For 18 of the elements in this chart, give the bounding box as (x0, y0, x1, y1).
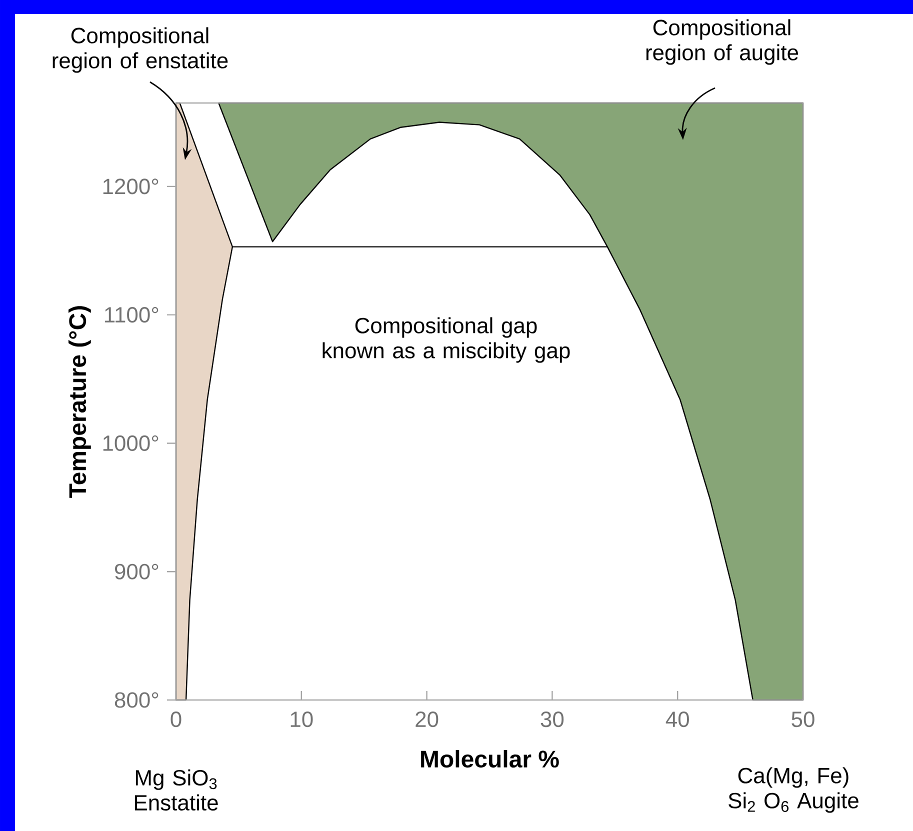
x-tick-label: 50 (792, 712, 814, 728)
x-tick-label: 10 (290, 712, 313, 728)
y-tick-label: 900° (115, 564, 158, 580)
text: Compositional region of enstatite (52, 27, 228, 73)
x-tick-label: 30 (540, 712, 564, 728)
x-tick-label: 0 (170, 712, 182, 728)
text: Mg SiO$_{3}$ Enstatite (135, 769, 218, 811)
y-tick-label: 1000° (103, 435, 158, 452)
y-tick-label: 1100° (105, 307, 158, 323)
text: Ca(Mg, Fe) Si$_{2}$ O$_{6}$ Augite (728, 767, 858, 813)
annotation: Compositional gap known as a miscibity gap (322, 317, 570, 363)
x-tick-label: 40 (666, 712, 689, 728)
y-tick-label: 800° (114, 692, 158, 708)
text: Compositional region of augite (646, 19, 798, 65)
x-axis-title: Molecular % (421, 750, 559, 768)
y-axis-title: Temperature (°C) (68, 306, 91, 498)
y-tick-label: 1200° (103, 178, 158, 194)
x-tick-label: 20 (416, 712, 438, 728)
